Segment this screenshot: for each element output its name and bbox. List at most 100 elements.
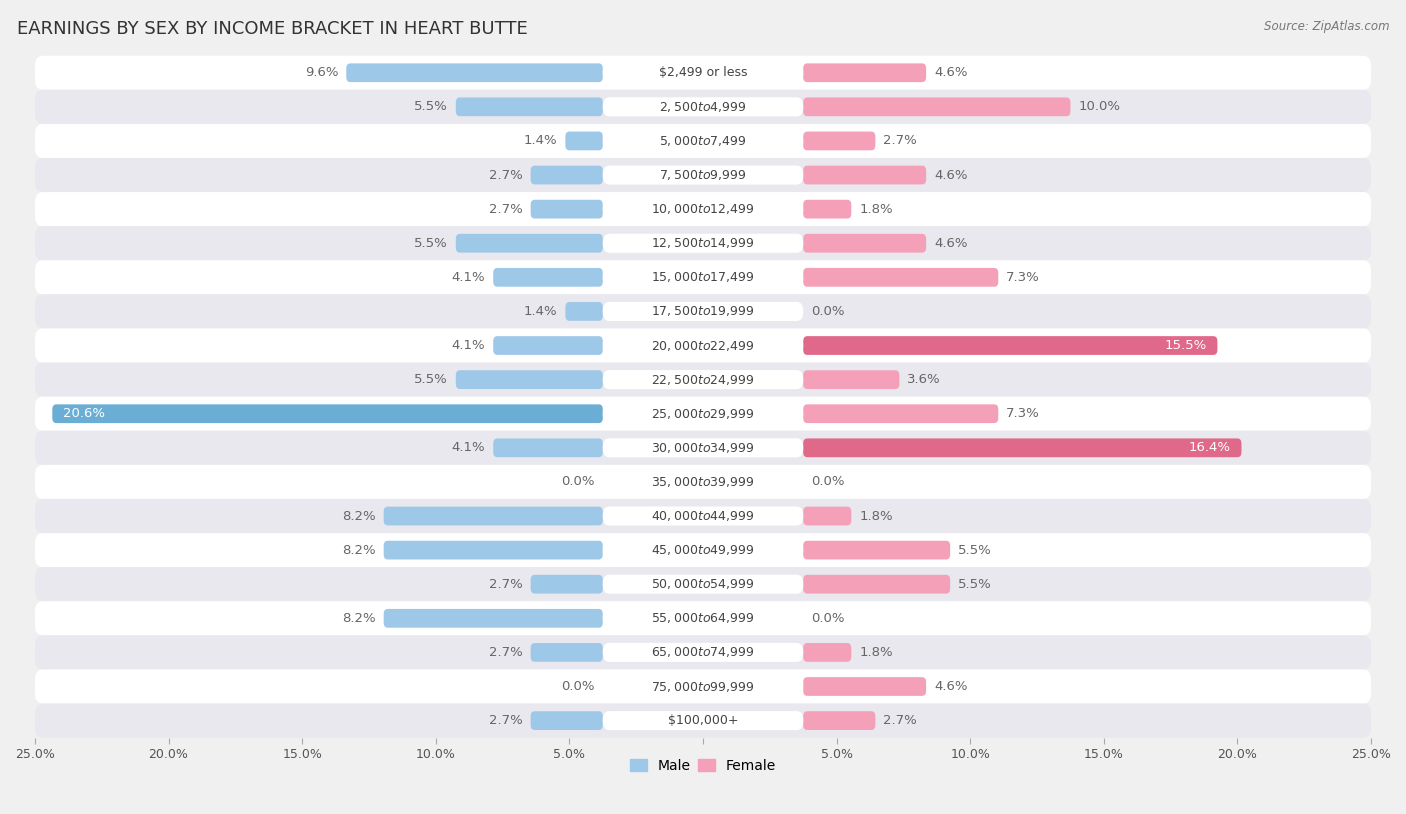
Text: $65,000 to $74,999: $65,000 to $74,999	[651, 646, 755, 659]
Text: 2.7%: 2.7%	[883, 714, 917, 727]
FancyBboxPatch shape	[35, 567, 1371, 602]
FancyBboxPatch shape	[803, 677, 927, 696]
FancyBboxPatch shape	[803, 506, 851, 525]
FancyBboxPatch shape	[603, 199, 803, 219]
FancyBboxPatch shape	[603, 302, 803, 321]
Text: 4.6%: 4.6%	[934, 168, 967, 182]
FancyBboxPatch shape	[456, 234, 603, 252]
FancyBboxPatch shape	[494, 336, 603, 355]
FancyBboxPatch shape	[456, 370, 603, 389]
Text: $2,500 to $4,999: $2,500 to $4,999	[659, 100, 747, 114]
FancyBboxPatch shape	[35, 396, 1371, 431]
Text: EARNINGS BY SEX BY INCOME BRACKET IN HEART BUTTE: EARNINGS BY SEX BY INCOME BRACKET IN HEA…	[17, 20, 527, 38]
FancyBboxPatch shape	[803, 370, 900, 389]
Text: 2.7%: 2.7%	[489, 646, 523, 659]
FancyBboxPatch shape	[603, 575, 803, 593]
Text: 3.6%: 3.6%	[907, 373, 941, 386]
Text: $17,500 to $19,999: $17,500 to $19,999	[651, 304, 755, 318]
FancyBboxPatch shape	[384, 506, 603, 525]
Text: 0.0%: 0.0%	[811, 475, 845, 488]
Text: 4.6%: 4.6%	[934, 66, 967, 79]
Text: 4.1%: 4.1%	[451, 339, 485, 352]
FancyBboxPatch shape	[565, 302, 603, 321]
Text: $2,499 or less: $2,499 or less	[659, 66, 747, 79]
FancyBboxPatch shape	[384, 540, 603, 559]
FancyBboxPatch shape	[803, 540, 950, 559]
FancyBboxPatch shape	[530, 711, 603, 730]
FancyBboxPatch shape	[603, 677, 803, 696]
Text: $75,000 to $99,999: $75,000 to $99,999	[651, 680, 755, 694]
FancyBboxPatch shape	[35, 703, 1371, 737]
Text: 2.7%: 2.7%	[489, 578, 523, 591]
Text: $25,000 to $29,999: $25,000 to $29,999	[651, 407, 755, 421]
FancyBboxPatch shape	[35, 669, 1371, 703]
Text: 1.8%: 1.8%	[859, 510, 893, 523]
FancyBboxPatch shape	[603, 438, 803, 457]
Text: 1.4%: 1.4%	[524, 134, 557, 147]
FancyBboxPatch shape	[603, 643, 803, 662]
FancyBboxPatch shape	[803, 132, 876, 151]
FancyBboxPatch shape	[603, 268, 803, 287]
Text: $35,000 to $39,999: $35,000 to $39,999	[651, 475, 755, 489]
FancyBboxPatch shape	[494, 439, 603, 457]
Text: 4.1%: 4.1%	[451, 441, 485, 454]
FancyBboxPatch shape	[35, 226, 1371, 260]
FancyBboxPatch shape	[603, 165, 803, 185]
FancyBboxPatch shape	[35, 602, 1371, 636]
FancyBboxPatch shape	[35, 192, 1371, 226]
FancyBboxPatch shape	[530, 575, 603, 593]
Text: 2.7%: 2.7%	[489, 168, 523, 182]
Text: 5.5%: 5.5%	[959, 578, 993, 591]
FancyBboxPatch shape	[603, 63, 803, 82]
FancyBboxPatch shape	[603, 711, 803, 730]
FancyBboxPatch shape	[530, 199, 603, 218]
Text: 4.6%: 4.6%	[934, 680, 967, 693]
Text: $45,000 to $49,999: $45,000 to $49,999	[651, 543, 755, 557]
Text: 2.7%: 2.7%	[489, 203, 523, 216]
Text: 2.7%: 2.7%	[883, 134, 917, 147]
Text: 10.0%: 10.0%	[1078, 100, 1121, 113]
Text: 8.2%: 8.2%	[342, 544, 375, 557]
FancyBboxPatch shape	[803, 405, 998, 423]
FancyBboxPatch shape	[603, 98, 803, 116]
Text: 2.7%: 2.7%	[489, 714, 523, 727]
Text: 0.0%: 0.0%	[561, 475, 595, 488]
FancyBboxPatch shape	[52, 405, 603, 423]
Text: 15.5%: 15.5%	[1164, 339, 1206, 352]
FancyBboxPatch shape	[803, 234, 927, 252]
FancyBboxPatch shape	[803, 268, 998, 287]
FancyBboxPatch shape	[35, 431, 1371, 465]
FancyBboxPatch shape	[803, 575, 950, 593]
Text: $50,000 to $54,999: $50,000 to $54,999	[651, 577, 755, 591]
FancyBboxPatch shape	[603, 131, 803, 151]
FancyBboxPatch shape	[35, 362, 1371, 396]
Text: 1.8%: 1.8%	[859, 203, 893, 216]
FancyBboxPatch shape	[35, 90, 1371, 124]
FancyBboxPatch shape	[35, 55, 1371, 90]
FancyBboxPatch shape	[35, 124, 1371, 158]
FancyBboxPatch shape	[603, 472, 803, 492]
FancyBboxPatch shape	[603, 609, 803, 628]
FancyBboxPatch shape	[530, 166, 603, 185]
Text: 0.0%: 0.0%	[561, 680, 595, 693]
FancyBboxPatch shape	[35, 465, 1371, 499]
FancyBboxPatch shape	[456, 98, 603, 116]
Text: 8.2%: 8.2%	[342, 612, 375, 625]
FancyBboxPatch shape	[35, 636, 1371, 669]
FancyBboxPatch shape	[35, 499, 1371, 533]
FancyBboxPatch shape	[35, 260, 1371, 295]
Text: 0.0%: 0.0%	[811, 305, 845, 318]
Text: 5.5%: 5.5%	[959, 544, 993, 557]
Text: 7.3%: 7.3%	[1007, 271, 1040, 284]
Text: 5.5%: 5.5%	[413, 237, 447, 250]
FancyBboxPatch shape	[803, 643, 851, 662]
Text: $12,500 to $14,999: $12,500 to $14,999	[651, 236, 755, 250]
FancyBboxPatch shape	[603, 540, 803, 560]
FancyBboxPatch shape	[603, 506, 803, 526]
FancyBboxPatch shape	[803, 199, 851, 218]
FancyBboxPatch shape	[803, 166, 927, 185]
Text: 4.1%: 4.1%	[451, 271, 485, 284]
FancyBboxPatch shape	[35, 295, 1371, 329]
FancyBboxPatch shape	[35, 533, 1371, 567]
FancyBboxPatch shape	[803, 98, 1070, 116]
